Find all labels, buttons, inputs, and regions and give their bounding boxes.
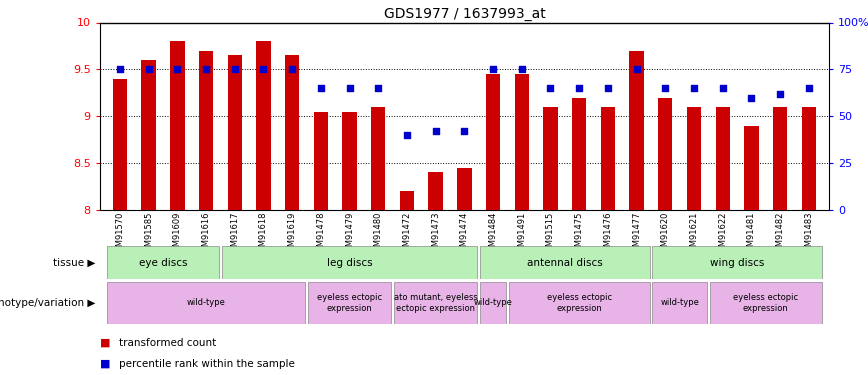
Bar	[601, 107, 615, 210]
Point	[773, 91, 787, 97]
Bar	[400, 191, 414, 210]
Point	[802, 85, 816, 91]
Text: eyeless ectopic
expression: eyeless ectopic expression	[733, 293, 799, 312]
Bar	[113, 79, 127, 210]
Bar	[170, 41, 185, 210]
Point	[457, 128, 471, 134]
Point	[601, 85, 615, 91]
Text: wild-type: wild-type	[187, 298, 226, 307]
Point	[543, 85, 557, 91]
Bar	[457, 168, 471, 210]
Text: eyeless ectopic
expression: eyeless ectopic expression	[547, 293, 612, 312]
Point	[170, 66, 184, 72]
Bar	[199, 51, 214, 210]
Text: wild-type: wild-type	[661, 298, 699, 307]
Point	[113, 66, 127, 72]
Text: wild-type: wild-type	[474, 298, 512, 307]
Bar	[802, 107, 816, 210]
Bar	[515, 74, 529, 210]
Point	[515, 66, 529, 72]
FancyBboxPatch shape	[480, 282, 506, 324]
FancyBboxPatch shape	[653, 246, 822, 279]
Text: wing discs: wing discs	[710, 258, 764, 267]
Bar	[572, 98, 587, 210]
Point	[400, 132, 414, 138]
Bar	[285, 56, 299, 210]
Text: percentile rank within the sample: percentile rank within the sample	[119, 359, 295, 369]
FancyBboxPatch shape	[653, 282, 707, 324]
Text: antennal discs: antennal discs	[527, 258, 602, 267]
FancyBboxPatch shape	[107, 246, 219, 279]
Point	[429, 128, 443, 134]
Bar	[342, 111, 357, 210]
Bar	[629, 51, 644, 210]
Point	[257, 66, 271, 72]
Point	[629, 66, 643, 72]
Title: GDS1977 / 1637993_at: GDS1977 / 1637993_at	[384, 8, 545, 21]
Text: transformed count: transformed count	[119, 338, 216, 348]
Bar	[429, 172, 443, 210]
Point	[227, 66, 241, 72]
Point	[745, 94, 759, 100]
FancyBboxPatch shape	[222, 246, 477, 279]
Text: ■: ■	[100, 359, 110, 369]
Point	[572, 85, 586, 91]
Bar	[773, 107, 787, 210]
FancyBboxPatch shape	[394, 282, 477, 324]
Point	[141, 66, 155, 72]
FancyBboxPatch shape	[509, 282, 649, 324]
Bar	[486, 74, 500, 210]
Point	[716, 85, 730, 91]
Text: genotype/variation ▶: genotype/variation ▶	[0, 298, 95, 308]
Bar	[658, 98, 673, 210]
Point	[343, 85, 357, 91]
FancyBboxPatch shape	[107, 282, 305, 324]
Point	[199, 66, 213, 72]
Bar	[372, 107, 385, 210]
Bar	[543, 107, 557, 210]
Text: tissue ▶: tissue ▶	[53, 258, 95, 267]
Bar	[313, 111, 328, 210]
Bar	[715, 107, 730, 210]
Bar	[256, 41, 271, 210]
FancyBboxPatch shape	[710, 282, 822, 324]
Text: ■: ■	[100, 338, 110, 348]
Text: eyeless ectopic
expression: eyeless ectopic expression	[317, 293, 382, 312]
Bar	[744, 126, 759, 210]
FancyBboxPatch shape	[308, 282, 391, 324]
Bar	[687, 107, 701, 210]
Point	[286, 66, 299, 72]
Bar	[141, 60, 155, 210]
Point	[687, 85, 701, 91]
Text: leg discs: leg discs	[326, 258, 372, 267]
FancyBboxPatch shape	[480, 246, 649, 279]
Text: ato mutant, eyeless
ectopic expression: ato mutant, eyeless ectopic expression	[394, 293, 477, 312]
Point	[372, 85, 385, 91]
Point	[314, 85, 328, 91]
Text: eye discs: eye discs	[139, 258, 187, 267]
Bar	[227, 56, 242, 210]
Point	[658, 85, 672, 91]
Point	[486, 66, 500, 72]
